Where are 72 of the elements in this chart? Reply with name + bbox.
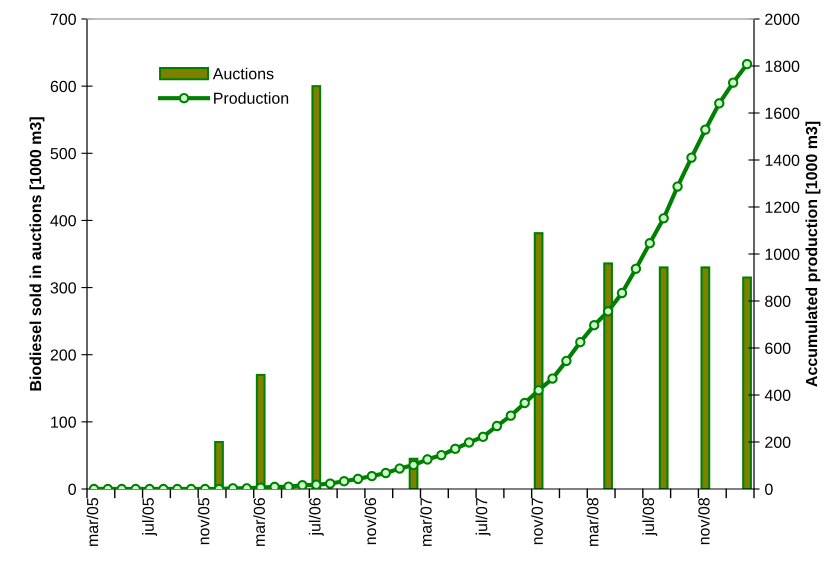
point: [366, 470, 378, 482]
bar: [742, 276, 752, 489]
point: [506, 410, 516, 421]
point: [616, 288, 628, 298]
point: [575, 336, 586, 348]
point: [588, 320, 600, 330]
x-tick-label: mar/06: [253, 498, 265, 546]
point: [283, 481, 294, 489]
point: [714, 98, 724, 109]
point: [547, 373, 558, 384]
point: [394, 463, 405, 474]
y2-tick-label: 600: [765, 342, 790, 354]
x-tick-label: jul/08: [642, 498, 658, 536]
y2-tick-label: 400: [764, 390, 790, 401]
point: [561, 356, 572, 366]
y-tick-label: 600: [50, 80, 76, 92]
bar: [700, 266, 710, 489]
point: [352, 474, 364, 484]
point: [700, 124, 711, 135]
x-tick-label: nov/06: [364, 498, 376, 544]
legend-label: Auctions: [212, 68, 274, 80]
point: [492, 420, 502, 432]
point: [686, 152, 697, 163]
point: [436, 450, 447, 460]
point: [520, 398, 530, 408]
y-tick-label: 300: [50, 282, 76, 294]
x-tick-label: mar/05: [86, 498, 98, 546]
y2-tick-label: 1600: [766, 108, 800, 119]
y-tick-label: 0: [68, 484, 76, 495]
x-tick-label: mar/07: [420, 498, 432, 546]
point: [728, 77, 738, 88]
y2-axis-title: Accumulated production [1000 m3]: [806, 122, 820, 387]
point: [630, 264, 642, 274]
y2-tick-label: 1800: [766, 60, 800, 72]
x-tick-label: nov/05: [198, 498, 210, 544]
y2-tick-label: 0: [765, 484, 773, 495]
point: [658, 213, 669, 224]
y-tick-label: 100: [51, 416, 76, 428]
x-tick-label: mar/08: [586, 498, 598, 546]
point: [742, 58, 752, 70]
point: [672, 181, 683, 192]
point: [478, 432, 488, 442]
point: [297, 480, 308, 489]
y2-tick-label: 800: [765, 296, 790, 307]
x-tick-label: jul/05: [142, 498, 157, 536]
point: [422, 454, 433, 465]
y2-tick-label: 1200: [766, 202, 800, 213]
point: [602, 306, 614, 317]
point: [338, 476, 350, 486]
point: [311, 480, 322, 489]
y-tick-label: 200: [50, 349, 76, 361]
y2-tick-label: 1400: [766, 154, 800, 166]
x-tick-label: nov/07: [531, 498, 543, 544]
point: [380, 468, 391, 478]
point: [464, 437, 474, 448]
y2-tick-label: 200: [765, 436, 790, 448]
x-tick-label: jul/06: [308, 498, 324, 536]
point: [533, 385, 544, 396]
y2-tick-label: 2000: [765, 14, 800, 25]
legend-label: Production: [214, 92, 288, 104]
bar: [658, 266, 669, 489]
y-axis-title: Biodiesel sold in auctions [1000 m3]: [29, 117, 44, 390]
x-tick-label: nov/08: [698, 498, 710, 544]
point: [324, 478, 336, 489]
y-tick-label: 700: [50, 14, 76, 25]
y2-tick-label: 1000: [766, 248, 800, 260]
point: [450, 444, 460, 454]
y-tick-label: 400: [50, 215, 76, 226]
y-tick-label: 500: [50, 148, 76, 160]
point: [408, 460, 419, 470]
point: [644, 238, 655, 248]
x-tick-label: jul/07: [476, 498, 490, 536]
